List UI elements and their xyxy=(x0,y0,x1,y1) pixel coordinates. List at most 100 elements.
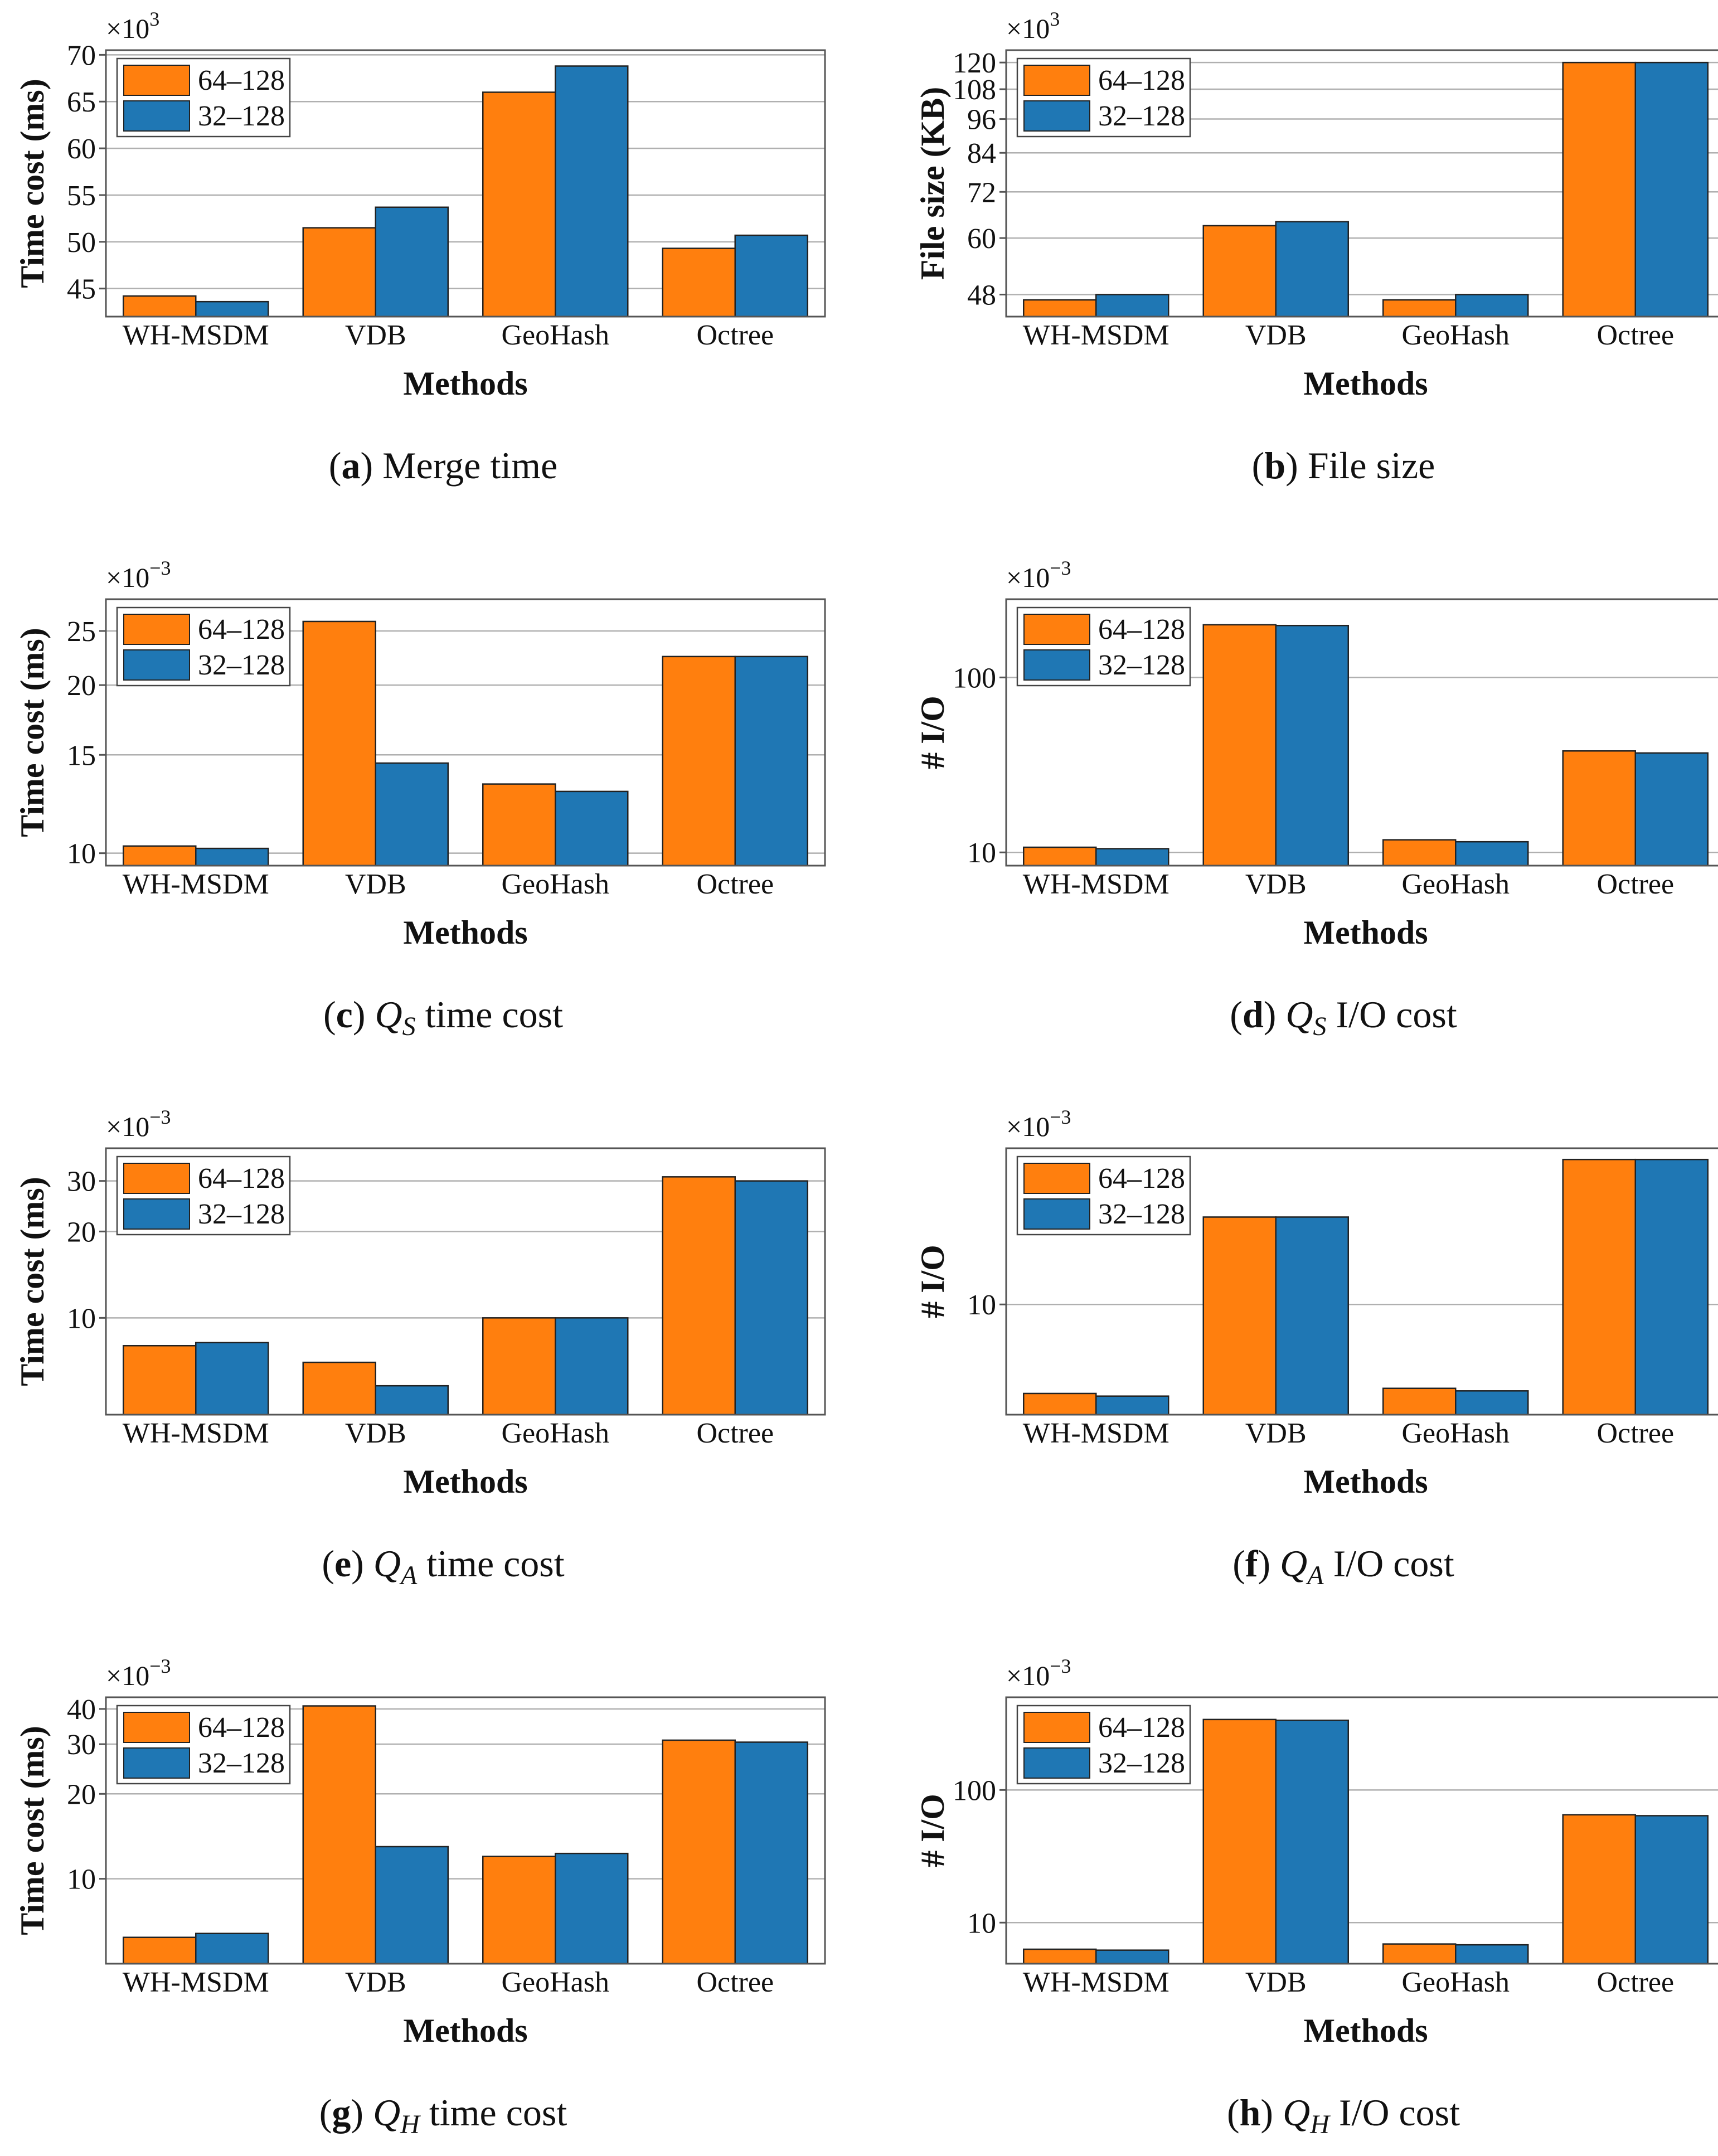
legend-label-0: 64–128 xyxy=(1098,1712,1185,1744)
y-tick-label: 65 xyxy=(67,86,96,118)
caption-space xyxy=(1329,2091,1339,2134)
exponent-base: ×10 xyxy=(106,1111,149,1142)
legend-label-1: 32–128 xyxy=(198,100,285,132)
bar-a-2-1 xyxy=(555,65,629,318)
exponent-power: −3 xyxy=(149,1106,171,1128)
legend-swatch-0 xyxy=(123,1163,190,1194)
caption-sub: A xyxy=(399,1561,418,1590)
x-tick-label: WH-MSDM xyxy=(123,868,269,900)
caption-paren: ( xyxy=(322,1542,334,1585)
exponent-power: 3 xyxy=(1050,8,1060,30)
legend-label-1: 32–128 xyxy=(198,649,285,681)
axis-exponent: ×10−3 xyxy=(1006,1106,1071,1142)
bar-d-3-0 xyxy=(1562,750,1636,867)
bar-a-3-1 xyxy=(734,234,808,318)
bar-g-3-1 xyxy=(734,1741,808,1965)
chart-panel-h: 10 100 WH-MSDM VDB GeoHash Octree ×10−3 # I/O Me… xyxy=(914,1655,1718,2139)
caption-paren: ( xyxy=(1252,444,1265,487)
x-tick-label: Octree xyxy=(696,1966,774,1998)
legend-label-0: 64–128 xyxy=(198,614,285,645)
caption-letter: g xyxy=(332,2091,351,2134)
x-tick-label: VDB xyxy=(1245,1417,1307,1449)
y-tick-label: 30 xyxy=(67,1166,96,1198)
y-tick-label: 10 xyxy=(67,1303,96,1334)
caption-text: I/O cost xyxy=(1333,1542,1454,1585)
y-tick-label: 48 xyxy=(967,279,996,311)
x-tick-label: WH-MSDM xyxy=(1023,1966,1169,1998)
legend-swatch-1 xyxy=(1023,1747,1090,1779)
caption-paren: ( xyxy=(1230,993,1243,1036)
bar-h-3-1 xyxy=(1634,1815,1709,1965)
y-axis-label: # I/O xyxy=(914,1245,951,1318)
figure-caption: (c) QS time cost xyxy=(323,993,563,1041)
bar-c-1-1 xyxy=(375,762,449,867)
y-tick-label: 96 xyxy=(967,104,996,136)
y-tick-label: 60 xyxy=(967,223,996,255)
caption-space xyxy=(1327,993,1336,1036)
bar-g-1-1 xyxy=(375,1846,449,1965)
x-tick-label: VDB xyxy=(1245,319,1307,351)
caption-paren: ( xyxy=(1232,1542,1245,1585)
y-tick-label: 40 xyxy=(67,1694,96,1726)
bar-g-2-0 xyxy=(482,1856,556,1965)
bar-e-0-0 xyxy=(123,1344,197,1416)
legend-label-0: 64–128 xyxy=(1098,65,1185,96)
x-tick-label: Octree xyxy=(696,1417,774,1449)
caption-paren: ) xyxy=(1260,2091,1283,2134)
caption-sub: S xyxy=(1313,1012,1327,1041)
x-axis-label: Methods xyxy=(403,2012,527,2049)
bar-d-3-1 xyxy=(1634,752,1709,867)
exponent-base: ×10 xyxy=(1006,562,1050,593)
bar-b-1-0 xyxy=(1202,225,1277,318)
bar-f-0-1 xyxy=(1095,1395,1169,1416)
caption-q: Q xyxy=(1280,1542,1307,1585)
x-tick-label: Octree xyxy=(1596,868,1674,900)
bar-f-3-1 xyxy=(1634,1158,1709,1416)
bar-g-0-0 xyxy=(123,1936,197,1965)
x-tick-label: VDB xyxy=(345,868,406,900)
x-axis-label: Methods xyxy=(1303,365,1428,402)
caption-paren: ) xyxy=(1264,993,1286,1036)
bar-b-3-0 xyxy=(1562,61,1636,318)
y-tick-label: 30 xyxy=(67,1729,96,1761)
exponent-base: ×10 xyxy=(1006,13,1050,44)
legend-swatch-1 xyxy=(1023,649,1090,681)
y-axis-label: # I/O xyxy=(914,696,951,769)
bar-b-3-1 xyxy=(1634,61,1709,318)
caption-text: I/O cost xyxy=(1336,993,1457,1036)
bar-c-0-0 xyxy=(123,845,197,867)
legend: 64–128 32–128 xyxy=(116,57,291,138)
bar-a-1-0 xyxy=(302,227,376,318)
legend-label-1: 32–128 xyxy=(1098,100,1185,132)
caption-text: time cost xyxy=(426,1542,565,1585)
y-tick-label: 20 xyxy=(67,1216,96,1248)
caption-paren: ) xyxy=(351,2091,373,2134)
y-axis-label: Time cost (ms) xyxy=(14,1726,51,1935)
caption-text: I/O cost xyxy=(1339,2091,1460,2134)
exponent-base: ×10 xyxy=(1006,1111,1050,1142)
x-axis-label: Methods xyxy=(1303,1463,1428,1500)
bar-b-2-0 xyxy=(1382,299,1457,318)
x-tick-label: WH-MSDM xyxy=(123,319,269,351)
caption-paren: ) xyxy=(360,444,382,487)
bar-b-2-1 xyxy=(1455,294,1529,318)
bar-h-3-0 xyxy=(1562,1814,1636,1965)
y-tick-label: 50 xyxy=(67,227,96,259)
plot-frame xyxy=(105,49,826,318)
y-tick-label: 72 xyxy=(967,177,996,208)
bar-f-2-0 xyxy=(1382,1387,1457,1416)
caption-paren: ( xyxy=(329,444,342,487)
caption-q: Q xyxy=(373,2091,400,2134)
caption-space xyxy=(417,1542,426,1585)
x-tick-label: Octree xyxy=(696,319,774,351)
y-tick-label: 108 xyxy=(953,74,996,106)
y-axis-label: Time cost (ms) xyxy=(14,628,51,837)
exponent-base: ×10 xyxy=(1006,1660,1050,1691)
axis-exponent: ×103 xyxy=(106,8,159,44)
exponent-power: −3 xyxy=(1050,557,1071,579)
axis-exponent: ×103 xyxy=(1006,8,1060,44)
x-tick-label: Octree xyxy=(1596,1966,1674,1998)
legend-label-1: 32–128 xyxy=(198,1747,285,1779)
bar-e-3-0 xyxy=(662,1176,736,1416)
